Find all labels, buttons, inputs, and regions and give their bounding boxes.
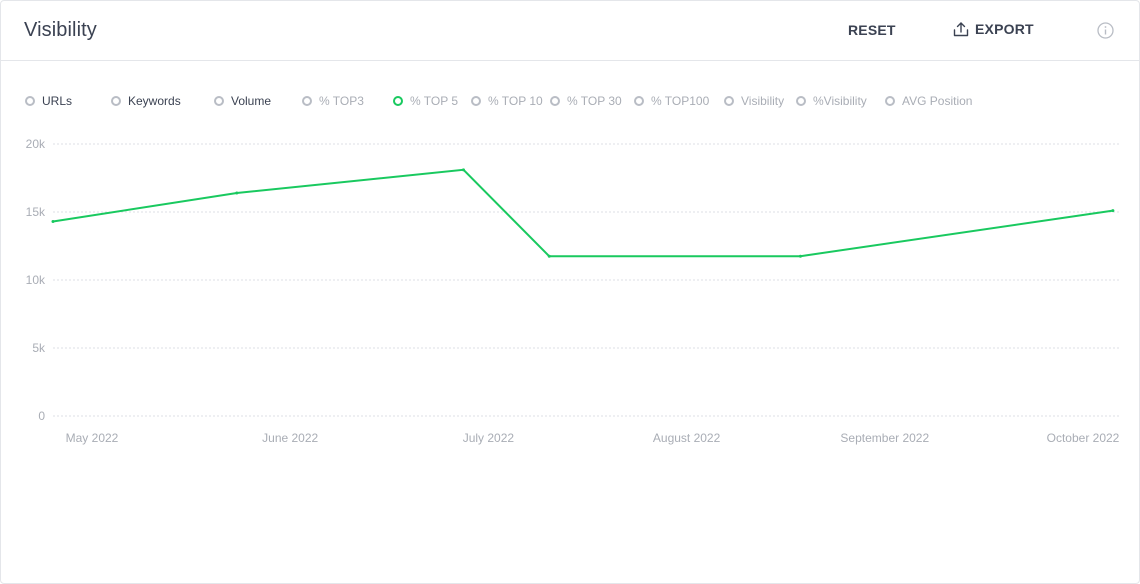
- legend-label: % TOP100: [651, 94, 710, 108]
- legend-toggle-icon: [214, 96, 224, 106]
- legend-item-urls[interactable]: URLs: [25, 94, 72, 108]
- data-point: [235, 191, 239, 195]
- legend-label: URLs: [42, 94, 73, 108]
- legend-item-volume[interactable]: Volume: [214, 94, 271, 108]
- data-point: [1111, 209, 1115, 213]
- legend-label: AVG Position: [902, 94, 973, 108]
- series-line: [52, 168, 1114, 258]
- legend-item-keywords[interactable]: Keywords: [111, 94, 181, 108]
- page-title: Visibility: [24, 19, 97, 41]
- legend-toggle-icon: [25, 96, 35, 106]
- legend-item-top100[interactable]: % TOP100: [634, 94, 709, 108]
- x-tick-label: September 2022: [840, 431, 929, 445]
- x-tick-label: July 2022: [463, 431, 515, 445]
- line-chart: 0 5k 10k 15k 20k May 2022 June 2022 July 2022 Au…: [26, 137, 1120, 445]
- legend-label: %Visibility: [813, 94, 867, 108]
- legend-toggle-icon: [550, 96, 560, 106]
- legend-label: Visibility: [741, 94, 785, 108]
- y-tick-label: 10k: [26, 273, 46, 287]
- y-tick-label: 20k: [26, 137, 46, 151]
- legend-item-top-30[interactable]: % TOP 30: [550, 94, 622, 108]
- legend-toggle-icon: [471, 96, 481, 106]
- legend-item-top3[interactable]: % TOP3: [302, 94, 364, 108]
- legend-toggle-icon: [796, 96, 806, 106]
- export-button[interactable]: EXPORT: [953, 21, 1034, 37]
- legend-toggle-icon: [724, 96, 734, 106]
- export-icon: [953, 21, 969, 37]
- data-point: [798, 254, 802, 258]
- legend-toggle-icon: [111, 96, 121, 106]
- data-point: [461, 168, 465, 172]
- reset-button[interactable]: RESET: [848, 22, 896, 38]
- legend-label: % TOP 30: [567, 94, 622, 108]
- legend-toggle-icon: [302, 96, 312, 106]
- legend-toggle-icon: [634, 96, 644, 106]
- x-tick-label: May 2022: [66, 431, 119, 445]
- export-label: EXPORT: [975, 21, 1034, 37]
- data-point: [547, 254, 551, 258]
- legend-label: Keywords: [128, 94, 181, 108]
- x-tick-label: June 2022: [262, 431, 318, 445]
- legend-item-visibility[interactable]: %Visibility: [796, 94, 867, 108]
- legend-label: % TOP3: [319, 94, 364, 108]
- x-tick-label: August 2022: [653, 431, 721, 445]
- legend-label: % TOP 10: [488, 94, 543, 108]
- y-tick-label: 15k: [26, 205, 46, 219]
- y-tick-label: 5k: [32, 341, 46, 355]
- legend-label: Volume: [231, 94, 272, 108]
- legend-item-avg-position[interactable]: AVG Position: [885, 94, 972, 108]
- info-icon[interactable]: [1097, 22, 1114, 39]
- data-point: [51, 220, 55, 224]
- legend-toggle-icon: [393, 96, 403, 106]
- legend-toggle-icon: [885, 96, 895, 106]
- x-tick-label: October 2022: [1047, 431, 1120, 445]
- legend-item-visibility[interactable]: Visibility: [724, 94, 784, 108]
- legend-label: % TOP 5: [410, 94, 459, 108]
- y-tick-label: 0: [38, 409, 45, 423]
- legend-item-top-10[interactable]: % TOP 10: [471, 94, 543, 108]
- legend-item-top-5[interactable]: % TOP 5: [393, 94, 458, 108]
- panel-header: Visibility RESET EXPORT: [1, 1, 1139, 61]
